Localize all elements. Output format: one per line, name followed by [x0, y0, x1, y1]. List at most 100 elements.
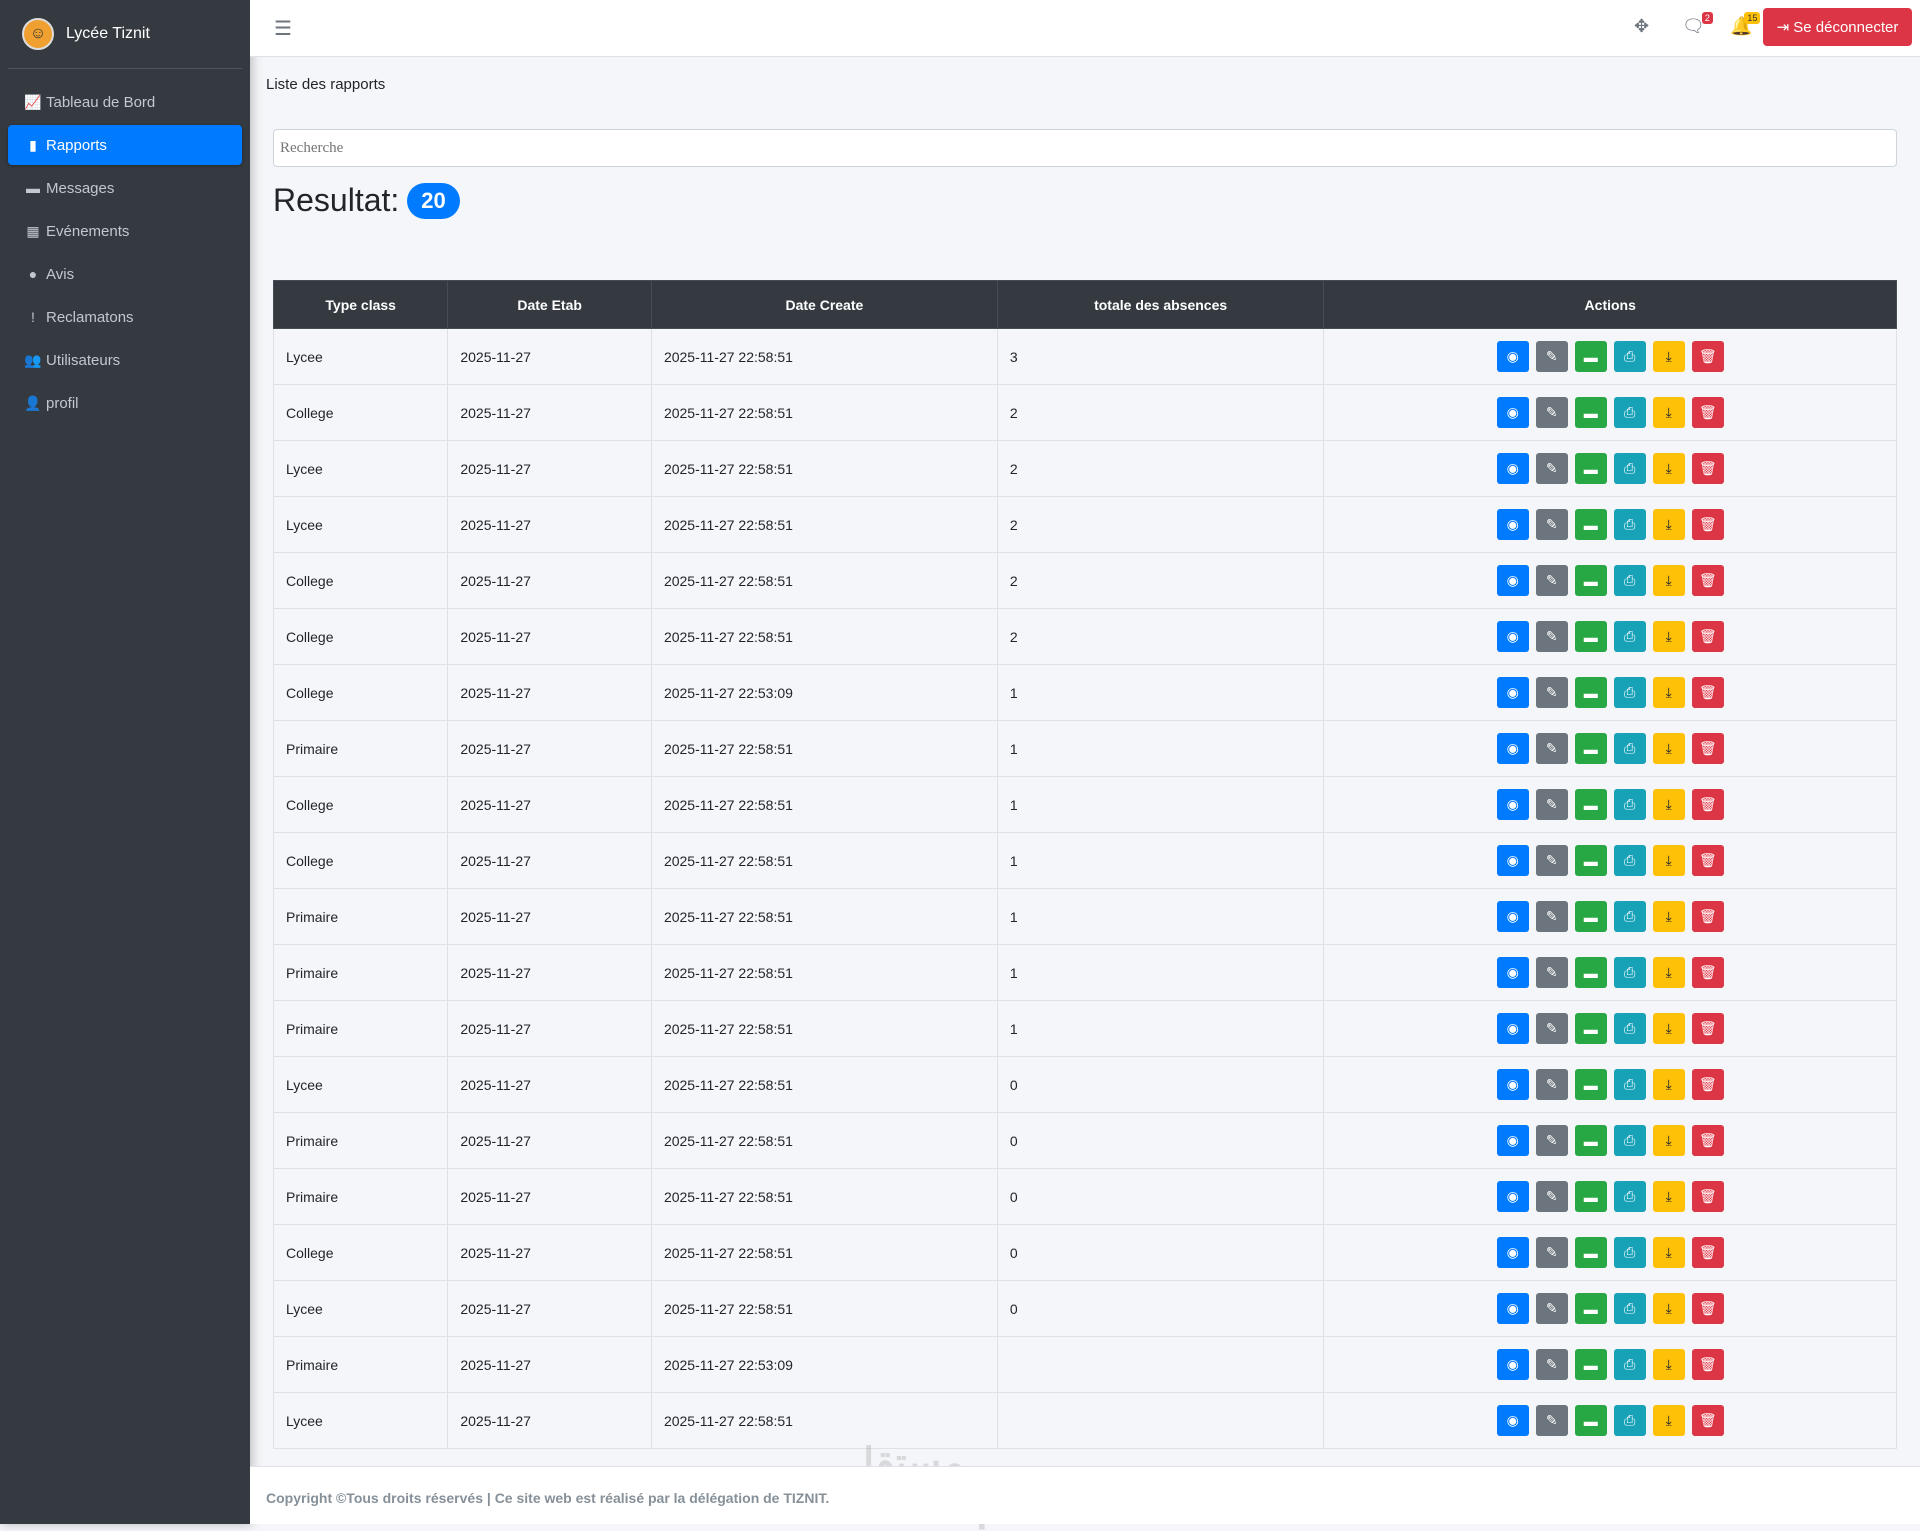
comment-button[interactable]: ▬ — [1574, 733, 1607, 764]
edit-button[interactable]: ✎ — [1535, 733, 1568, 764]
comment-button[interactable]: ▬ — [1574, 1125, 1607, 1156]
delete-button[interactable]: 🗑 — [1691, 621, 1724, 652]
view-button[interactable]: ◉ — [1496, 957, 1529, 988]
delete-button[interactable]: 🗑 — [1691, 677, 1724, 708]
comment-button[interactable]: ▬ — [1574, 677, 1607, 708]
delete-button[interactable]: 🗑 — [1691, 453, 1724, 484]
notifications-icon[interactable]: 🔔 15 — [1730, 12, 1761, 37]
comment-button[interactable]: ▬ — [1574, 621, 1607, 652]
sidebar-item-rapports[interactable]: ▮ Rapports — [8, 125, 242, 165]
comment-button[interactable]: ▬ — [1574, 565, 1607, 596]
download-button[interactable]: ⤓ — [1652, 1013, 1685, 1044]
print-button[interactable]: ⎙ — [1613, 1125, 1646, 1156]
delete-button[interactable]: 🗑 — [1691, 1125, 1724, 1156]
edit-button[interactable]: ✎ — [1535, 1237, 1568, 1268]
edit-button[interactable]: ✎ — [1535, 1293, 1568, 1324]
print-button[interactable]: ⎙ — [1613, 733, 1646, 764]
edit-button[interactable]: ✎ — [1535, 845, 1568, 876]
delete-button[interactable]: 🗑 — [1691, 509, 1724, 540]
download-button[interactable]: ⤓ — [1652, 1293, 1685, 1324]
comment-button[interactable]: ▬ — [1574, 1069, 1607, 1100]
print-button[interactable]: ⎙ — [1613, 1349, 1646, 1380]
edit-button[interactable]: ✎ — [1535, 1349, 1568, 1380]
comment-button[interactable]: ▬ — [1574, 1237, 1607, 1268]
download-button[interactable]: ⤓ — [1652, 733, 1685, 764]
delete-button[interactable]: 🗑 — [1691, 397, 1724, 428]
view-button[interactable]: ◉ — [1496, 1293, 1529, 1324]
download-button[interactable]: ⤓ — [1652, 509, 1685, 540]
print-button[interactable]: ⎙ — [1613, 1181, 1646, 1212]
logout-button[interactable]: ⇥ Se déconnecter — [1763, 8, 1912, 46]
comment-button[interactable]: ▬ — [1574, 509, 1607, 540]
view-button[interactable]: ◉ — [1496, 1349, 1529, 1380]
sidebar-item-evénements[interactable]: ▦ Evénements — [8, 211, 242, 251]
view-button[interactable]: ◉ — [1496, 1069, 1529, 1100]
view-button[interactable]: ◉ — [1496, 901, 1529, 932]
print-button[interactable]: ⎙ — [1613, 845, 1646, 876]
sidebar-item-profil[interactable]: 👤 profil — [8, 383, 242, 423]
edit-button[interactable]: ✎ — [1535, 1125, 1568, 1156]
delete-button[interactable]: 🗑 — [1691, 957, 1724, 988]
edit-button[interactable]: ✎ — [1535, 397, 1568, 428]
edit-button[interactable]: ✎ — [1535, 677, 1568, 708]
print-button[interactable]: ⎙ — [1613, 341, 1646, 372]
delete-button[interactable]: 🗑 — [1691, 1349, 1724, 1380]
comment-button[interactable]: ▬ — [1574, 1181, 1607, 1212]
comment-button[interactable]: ▬ — [1574, 1013, 1607, 1044]
print-button[interactable]: ⎙ — [1613, 621, 1646, 652]
comment-button[interactable]: ▬ — [1574, 1405, 1607, 1436]
delete-button[interactable]: 🗑 — [1691, 341, 1724, 372]
edit-button[interactable]: ✎ — [1535, 1405, 1568, 1436]
print-button[interactable]: ⎙ — [1613, 565, 1646, 596]
delete-button[interactable]: 🗑 — [1691, 565, 1724, 596]
sidebar-item-reclamatons[interactable]: ! Reclamatons — [8, 297, 242, 337]
download-button[interactable]: ⤓ — [1652, 397, 1685, 428]
download-button[interactable]: ⤓ — [1652, 789, 1685, 820]
edit-button[interactable]: ✎ — [1535, 509, 1568, 540]
print-button[interactable]: ⎙ — [1613, 1405, 1646, 1436]
delete-button[interactable]: 🗑 — [1691, 1069, 1724, 1100]
print-button[interactable]: ⎙ — [1613, 509, 1646, 540]
delete-button[interactable]: 🗑 — [1691, 845, 1724, 876]
print-button[interactable]: ⎙ — [1613, 1069, 1646, 1100]
view-button[interactable]: ◉ — [1496, 1125, 1529, 1156]
sidebar-item-tableau-de-bord[interactable]: 📈 Tableau de Bord — [8, 82, 242, 122]
print-button[interactable]: ⎙ — [1613, 957, 1646, 988]
download-button[interactable]: ⤓ — [1652, 1069, 1685, 1100]
comment-button[interactable]: ▬ — [1574, 397, 1607, 428]
edit-button[interactable]: ✎ — [1535, 789, 1568, 820]
view-button[interactable]: ◉ — [1496, 733, 1529, 764]
download-button[interactable]: ⤓ — [1652, 677, 1685, 708]
download-button[interactable]: ⤓ — [1652, 565, 1685, 596]
delete-button[interactable]: 🗑 — [1691, 901, 1724, 932]
print-button[interactable]: ⎙ — [1613, 1237, 1646, 1268]
sidebar-item-utilisateurs[interactable]: 👥 Utilisateurs — [8, 340, 242, 380]
view-button[interactable]: ◉ — [1496, 1237, 1529, 1268]
delete-button[interactable]: 🗑 — [1691, 789, 1724, 820]
delete-button[interactable]: 🗑 — [1691, 1405, 1724, 1436]
view-button[interactable]: ◉ — [1496, 397, 1529, 428]
view-button[interactable]: ◉ — [1496, 509, 1529, 540]
comment-button[interactable]: ▬ — [1574, 901, 1607, 932]
download-button[interactable]: ⤓ — [1652, 957, 1685, 988]
print-button[interactable]: ⎙ — [1613, 677, 1646, 708]
download-button[interactable]: ⤓ — [1652, 1125, 1685, 1156]
print-button[interactable]: ⎙ — [1613, 1293, 1646, 1324]
view-button[interactable]: ◉ — [1496, 1405, 1529, 1436]
download-button[interactable]: ⤓ — [1652, 901, 1685, 932]
delete-button[interactable]: 🗑 — [1691, 1237, 1724, 1268]
delete-button[interactable]: 🗑 — [1691, 1013, 1724, 1044]
delete-button[interactable]: 🗑 — [1691, 1293, 1724, 1324]
print-button[interactable]: ⎙ — [1613, 789, 1646, 820]
view-button[interactable]: ◉ — [1496, 621, 1529, 652]
edit-button[interactable]: ✎ — [1535, 957, 1568, 988]
view-button[interactable]: ◉ — [1496, 1013, 1529, 1044]
view-button[interactable]: ◉ — [1496, 565, 1529, 596]
print-button[interactable]: ⎙ — [1613, 1013, 1646, 1044]
sidebar-item-avis[interactable]: ● Avis — [8, 254, 242, 294]
print-button[interactable]: ⎙ — [1613, 397, 1646, 428]
search-input[interactable] — [273, 129, 1897, 167]
print-button[interactable]: ⎙ — [1613, 901, 1646, 932]
comment-button[interactable]: ▬ — [1574, 1293, 1607, 1324]
print-button[interactable]: ⎙ — [1613, 453, 1646, 484]
